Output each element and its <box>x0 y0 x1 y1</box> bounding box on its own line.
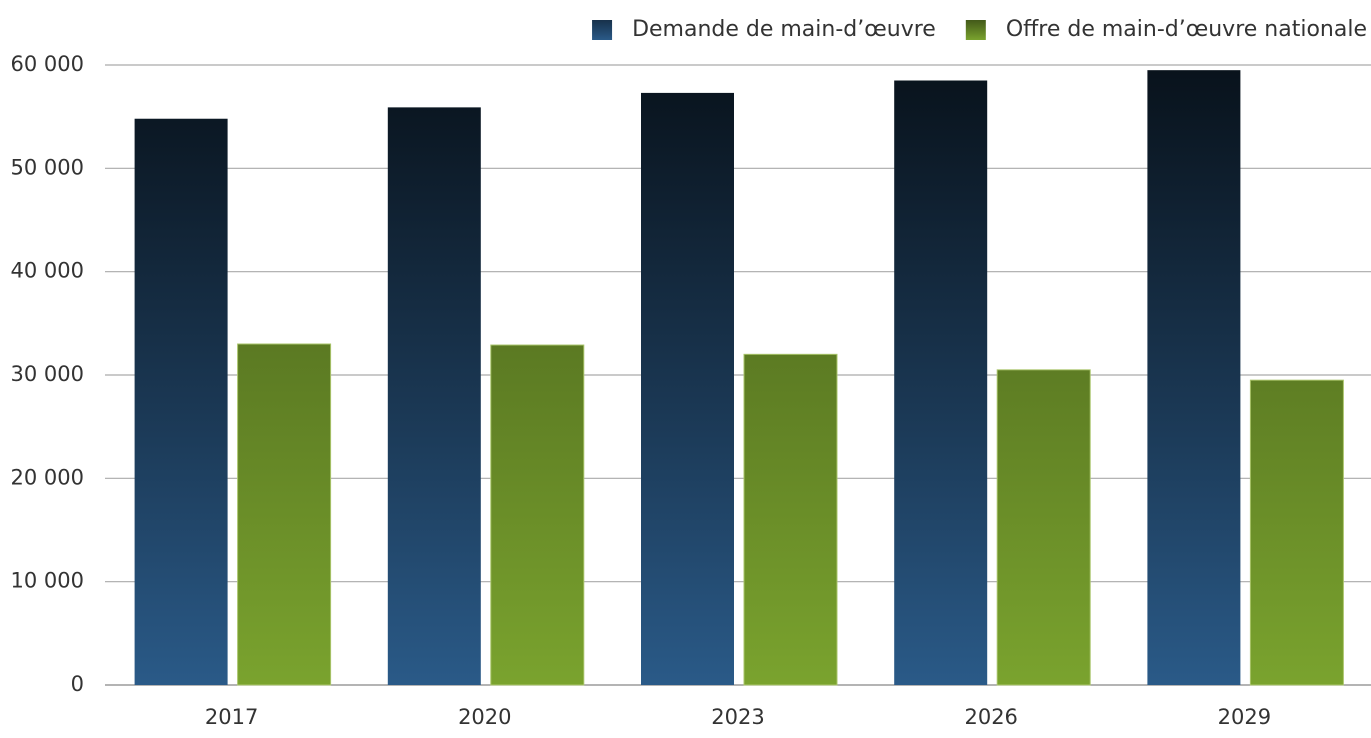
bar <box>134 118 228 685</box>
bar <box>237 343 332 686</box>
x-tick-label: 2017 <box>205 705 258 729</box>
y-tick-label: 10 000 <box>11 569 84 593</box>
legend: Offre de main-d’œuvre nationale Demande d… <box>592 17 1367 42</box>
x-tick-label: 2026 <box>964 705 1017 729</box>
x-tick-label: 2020 <box>458 705 511 729</box>
bar <box>641 92 734 685</box>
y-tick-label: 40 000 <box>11 259 84 283</box>
y-tick-label: 0 <box>71 672 84 696</box>
legend-swatch <box>592 20 613 40</box>
bar <box>1147 70 1241 685</box>
bar <box>996 369 1091 686</box>
bar <box>1249 379 1344 686</box>
y-tick-label: 50 000 <box>11 155 84 179</box>
bar <box>490 344 585 686</box>
legend-swatch <box>965 20 986 40</box>
y-tick-label: 30 000 <box>11 362 84 386</box>
y-tick-label: 60 000 <box>11 52 84 76</box>
bar <box>894 80 988 685</box>
x-tick-label: 2029 <box>1218 705 1271 729</box>
y-tick-label: 20 000 <box>11 465 84 489</box>
legend-label: Demande de main-d’œuvre <box>632 17 936 42</box>
legend-label: Offre de main-d’œuvre nationale <box>1006 17 1367 42</box>
bar <box>387 107 481 685</box>
bar <box>743 353 838 686</box>
x-tick-label: 2023 <box>711 705 764 729</box>
